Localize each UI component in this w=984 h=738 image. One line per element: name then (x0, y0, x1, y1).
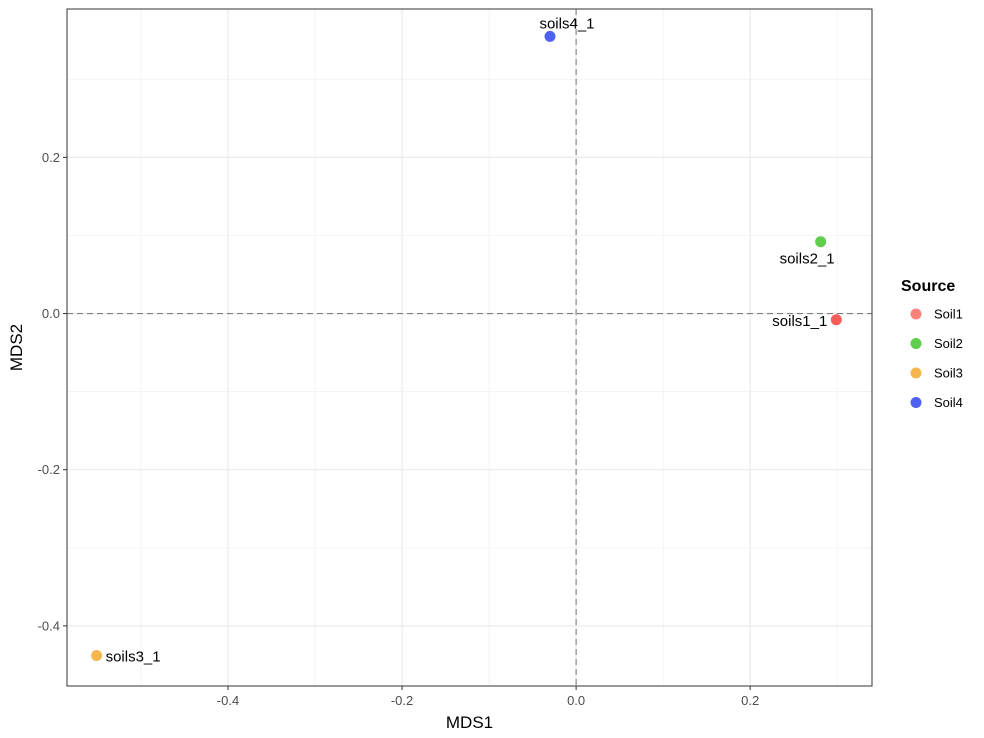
point-label-soils2_1: soils2_1 (780, 251, 835, 268)
legend-label-soil3: Soil3 (934, 366, 963, 381)
point-labels: soils1_1 soils2_1 soils3_1 soils4_1 (106, 15, 835, 665)
legend-key-soil3 (910, 367, 922, 379)
y-axis-title: MDS2 (7, 324, 26, 371)
x-tick-label: 0.2 (741, 693, 759, 708)
x-tick-label: -0.2 (391, 693, 413, 708)
point-label-soils3_1: soils3_1 (106, 649, 161, 666)
legend-label-soil2: Soil2 (934, 336, 963, 351)
legend-key-soil1 (910, 308, 922, 320)
x-axis-title: MDS1 (446, 713, 493, 732)
legend-label-soil1: Soil1 (934, 307, 963, 322)
reference-lines (67, 9, 872, 686)
y-tick-label: -0.2 (38, 462, 60, 477)
panel-border (66, 8, 873, 687)
legend-label-soil4: Soil4 (934, 395, 963, 410)
x-tick-label: 0.0 (567, 693, 585, 708)
point-label-soils1_1: soils1_1 (772, 313, 827, 330)
data-point-soil2 (815, 236, 827, 248)
legend-title: Source (901, 278, 955, 295)
y-axis-ticks: -0.4 -0.2 0.0 0.2 (38, 150, 67, 633)
data-points (91, 30, 842, 662)
data-point-soil1 (830, 314, 842, 326)
y-tick-label: -0.4 (38, 618, 60, 633)
point-label-soils4_1: soils4_1 (539, 15, 594, 32)
y-tick-label: 0.2 (42, 150, 60, 165)
x-axis-ticks: -0.4 -0.2 0.0 0.2 (217, 686, 759, 708)
x-tick-label: -0.4 (217, 693, 239, 708)
data-point-soil3 (91, 650, 103, 662)
legend-key-soil4 (910, 397, 922, 408)
grid-major (67, 9, 872, 686)
y-tick-label: 0.0 (42, 306, 60, 321)
legend: Source Soil1 Soil2 Soil3 Soil4 (901, 278, 963, 410)
grid-minor (67, 9, 872, 686)
legend-key-soil2 (910, 338, 922, 349)
data-point-soil4 (544, 30, 556, 42)
